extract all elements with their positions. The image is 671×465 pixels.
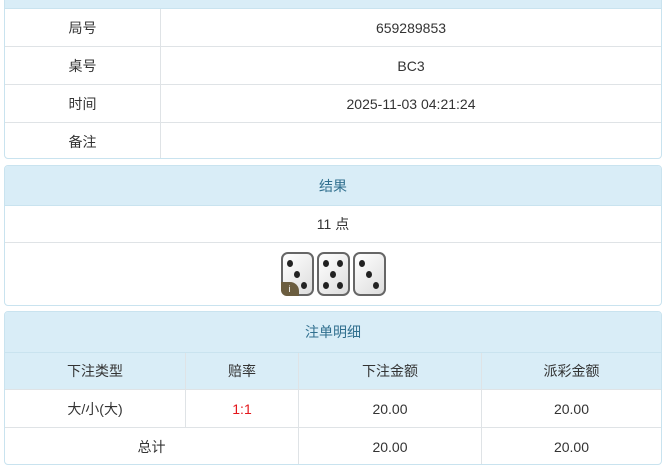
info-panel: 局号 659289853 桌号 BC3 时间 2025-11-03 04:21:24 …	[4, 0, 662, 159]
total-label: 总计	[5, 428, 299, 464]
bet-detail-title: 注单明细	[5, 312, 661, 353]
die-5-icon	[316, 252, 350, 296]
bet-table-header: 下注类型 赔率 下注金额 派彩金额	[5, 353, 661, 390]
bet-detail-panel: 注单明细 下注类型 赔率 下注金额 派彩金额 大/小(大) 1:1 20.00 …	[4, 311, 662, 465]
info-label: 局号	[5, 9, 161, 46]
die-pip	[358, 259, 365, 267]
bet-amount: 20.00	[299, 390, 482, 427]
die-pip	[330, 271, 336, 278]
info-label: 备注	[5, 123, 161, 158]
col-payout: 派彩金额	[543, 363, 600, 379]
info-label: 时间	[5, 85, 161, 122]
dice-group: i	[280, 252, 386, 296]
die-pip	[337, 282, 344, 290]
die-pip	[301, 282, 308, 290]
total-amount: 20.00	[299, 428, 482, 464]
col-odds: 赔率	[186, 353, 299, 389]
info-value	[161, 123, 661, 158]
die-3-icon	[352, 252, 386, 296]
info-value: 659289853	[375, 19, 447, 36]
result-title: 结果	[5, 166, 661, 206]
die-pip	[286, 259, 293, 267]
die-pip	[366, 271, 372, 278]
die-pip	[373, 282, 380, 290]
col-bet-amount: 下注金额	[299, 353, 482, 389]
info-value: BC3	[397, 57, 425, 74]
die-pip	[322, 282, 329, 290]
info-row-note: 备注	[5, 123, 661, 158]
result-points-row: 11 点	[5, 206, 661, 243]
bet-type: 大/小(大)	[5, 390, 186, 427]
info-row-table: 桌号 BC3	[5, 47, 661, 85]
info-label: 桌号	[5, 47, 161, 84]
result-points: 11 点	[316, 216, 350, 232]
info-value: 2025-11-03 04:21:24	[346, 95, 476, 112]
bet-payout: 20.00	[553, 400, 590, 417]
result-panel: 结果 11 点 i	[4, 165, 662, 306]
info-row-round: 局号 659289853	[5, 9, 661, 47]
die-3-icon: i	[280, 252, 314, 296]
die-pip	[337, 259, 344, 267]
result-dice-row: i	[5, 243, 661, 305]
info-badge-icon[interactable]: i	[280, 282, 299, 296]
info-panel-header	[5, 0, 661, 9]
total-row: 总计 20.00 20.00	[5, 428, 661, 464]
total-payout: 20.00	[553, 438, 590, 455]
col-bet-type: 下注类型	[5, 353, 186, 389]
info-row-time: 时间 2025-11-03 04:21:24	[5, 85, 661, 123]
die-pip	[322, 259, 329, 267]
bet-odds: 1:1	[186, 390, 299, 427]
die-pip	[294, 271, 300, 278]
table-row: 大/小(大) 1:1 20.00 20.00	[5, 390, 661, 428]
